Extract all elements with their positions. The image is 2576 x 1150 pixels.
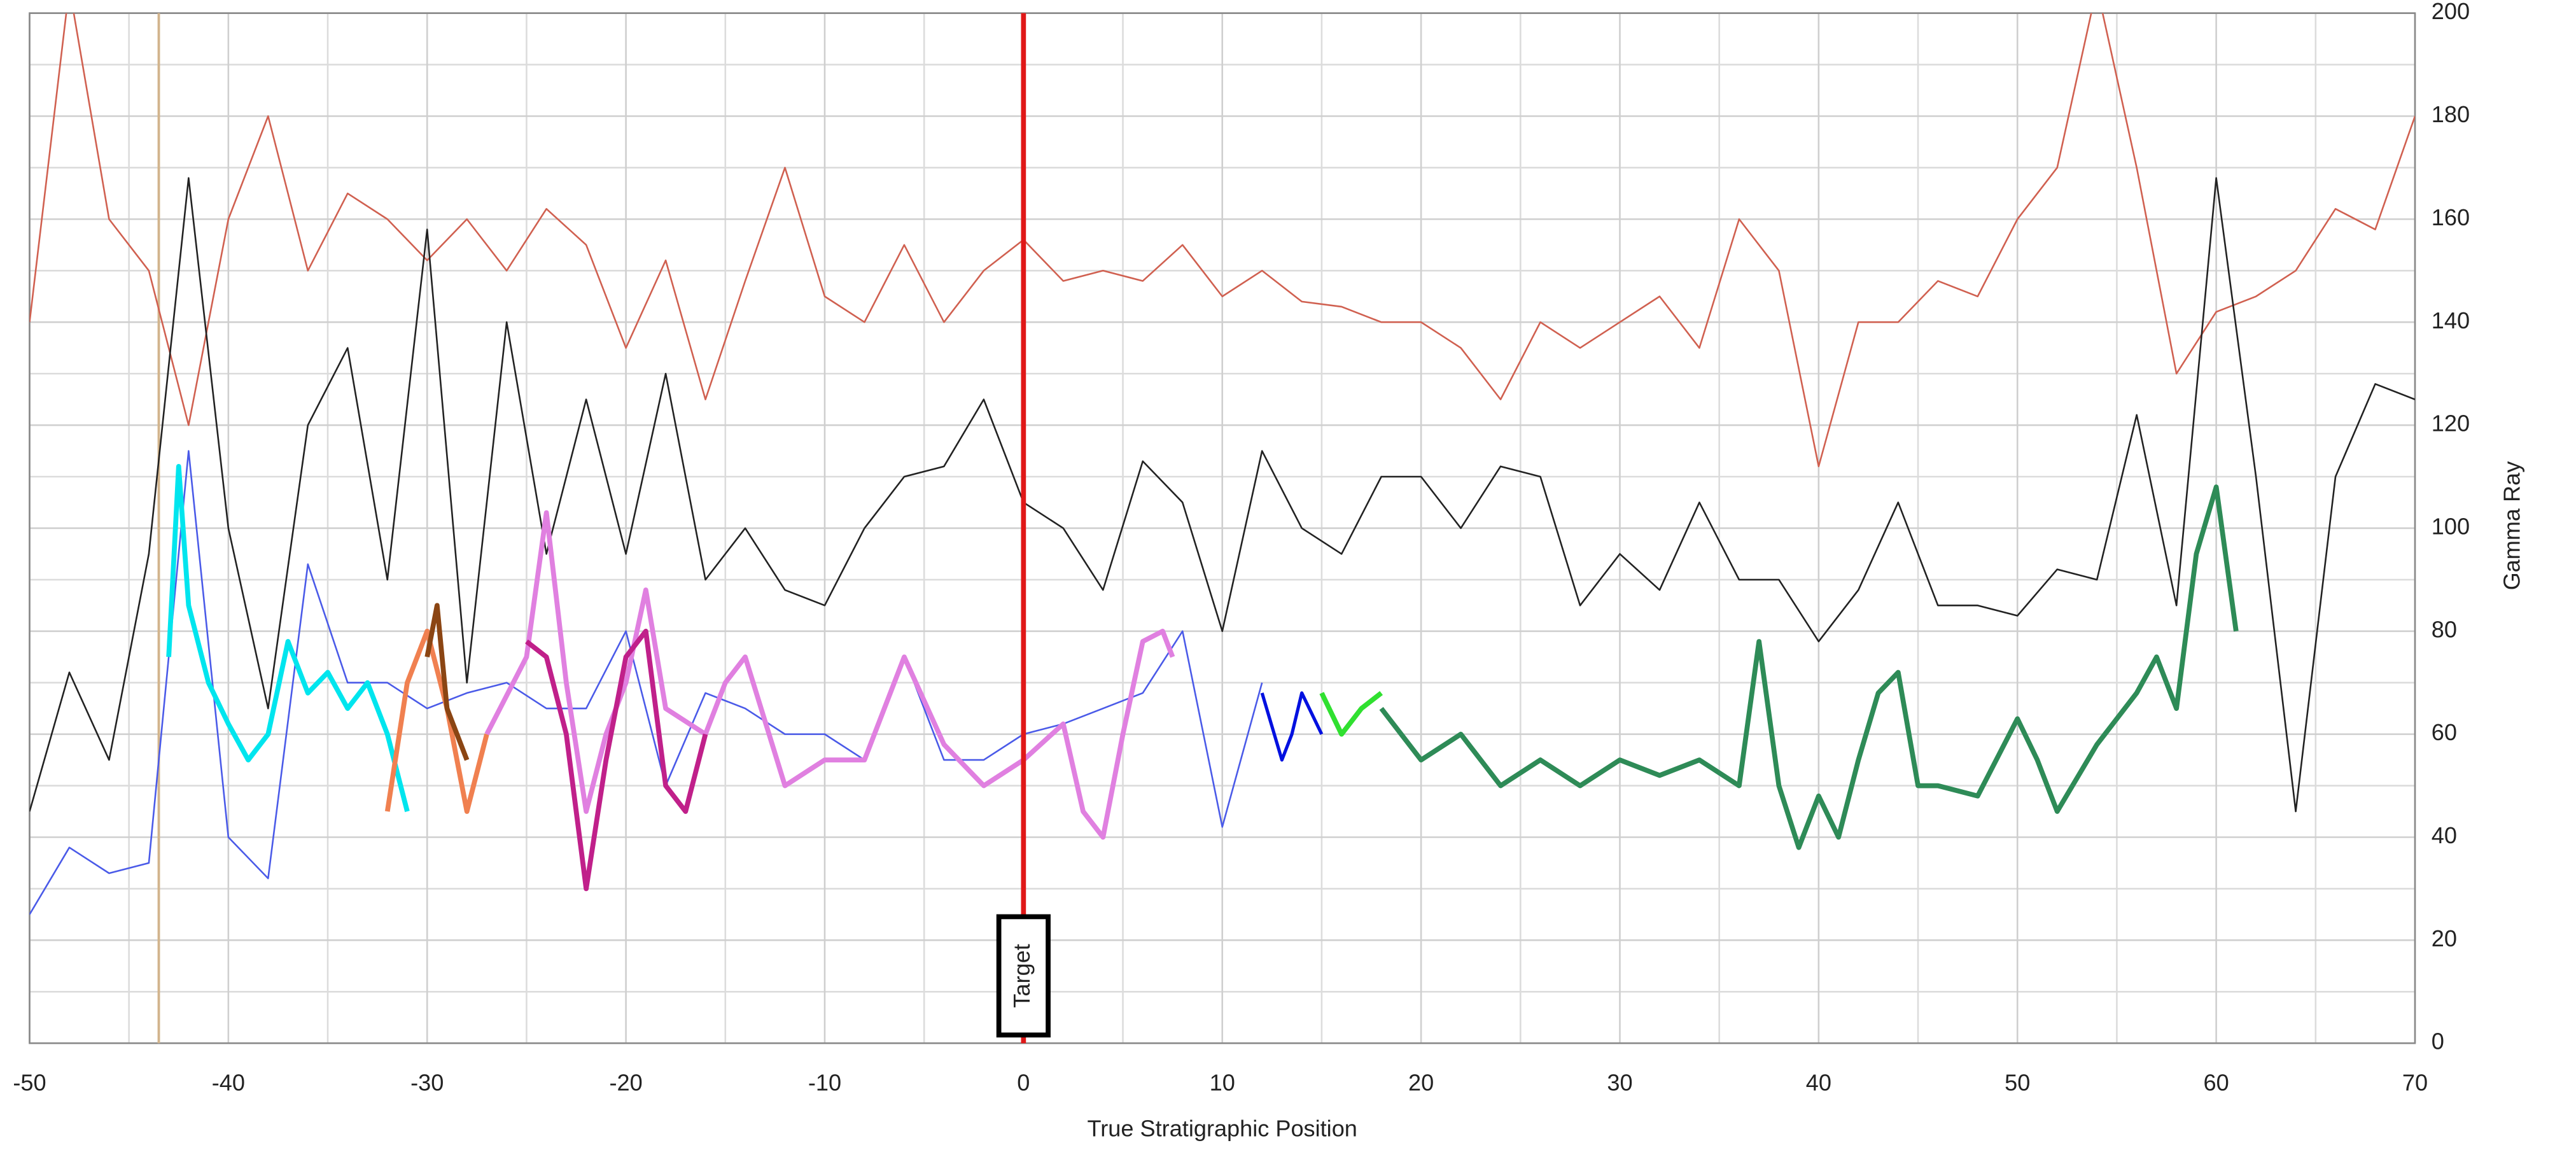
y-tick-label: 140 (2432, 307, 2470, 333)
y-tick-label: 120 (2432, 410, 2470, 437)
plot-frame (29, 12, 2416, 1044)
x-tick-label: 40 (1806, 1069, 1831, 1095)
y-tick-label: 180 (2432, 101, 2470, 127)
data-line (1319, 691, 1383, 737)
x-axis-label: True Stratigraphic Position (1088, 1116, 1357, 1142)
x-tick-label: 30 (1607, 1069, 1632, 1095)
y-tick-label: 20 (2432, 925, 2457, 951)
y-tick-label: 40 (2432, 822, 2457, 848)
plot-area (29, 13, 2415, 1044)
x-tick-label: 10 (1210, 1069, 1235, 1095)
y-tick-label: 80 (2432, 616, 2457, 642)
data-line (166, 463, 410, 812)
x-tick-label: -40 (212, 1069, 245, 1095)
y-tick-label: 200 (2432, 0, 2470, 24)
data-line (484, 510, 1175, 840)
target-label: Target (1009, 944, 1035, 1007)
x-tick-label: 0 (1017, 1069, 1030, 1095)
x-tick-label: -20 (609, 1069, 642, 1095)
data-line (384, 628, 489, 814)
data-line (424, 603, 470, 761)
x-tick-label: -30 (410, 1069, 444, 1095)
x-tick-label: -10 (808, 1069, 841, 1095)
data-line (29, 13, 2415, 468)
y-tick-label: 100 (2432, 513, 2470, 539)
y-tick-label: 60 (2432, 719, 2457, 745)
x-tick-label: 20 (1408, 1069, 1434, 1095)
y-axis-label: Gamma Ray (2498, 461, 2524, 591)
data-line (1260, 691, 1324, 762)
y-tick-label: 0 (2432, 1028, 2444, 1055)
x-tick-label: 60 (2204, 1069, 2229, 1095)
y-tick-label: 160 (2432, 204, 2470, 230)
x-tick-label: 50 (2005, 1069, 2030, 1095)
data-line (525, 628, 708, 892)
data-line (29, 177, 2415, 813)
x-tick-label: -50 (13, 1069, 46, 1095)
target-box (996, 914, 1051, 1038)
data-line (29, 450, 1263, 915)
data-line (1379, 484, 2239, 850)
x-tick-label: 70 (2402, 1069, 2428, 1095)
